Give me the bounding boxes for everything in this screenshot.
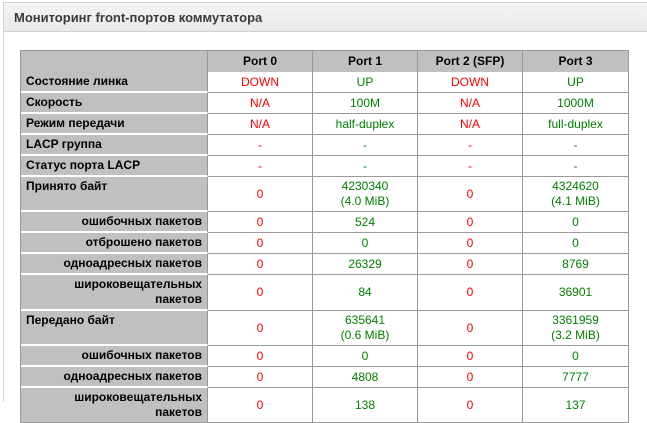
table-cell: 0 — [523, 212, 628, 233]
table-row: Статус порта LACP---- — [21, 156, 628, 177]
panel-header: Мониторинг front-портов коммутатора — [4, 3, 647, 32]
table-cell: 138 — [313, 388, 418, 422]
table-cell: N/A — [418, 114, 523, 135]
table-cell: - — [523, 156, 628, 177]
column-header-port-2: Port 2 (SFP) — [418, 51, 523, 72]
table-cell: 0 — [418, 346, 523, 367]
table-cell: DOWN — [418, 72, 523, 93]
table-cell: 0 — [418, 212, 523, 233]
table-cell: 0 — [313, 233, 418, 254]
table-cell: 0 — [418, 367, 523, 388]
table-cell: 100M — [313, 93, 418, 114]
row-label: одноадресных пакетов — [21, 254, 208, 275]
table-cell: 0 — [418, 233, 523, 254]
table-cell: - — [313, 135, 418, 156]
column-header-port-1: Port 1 — [313, 51, 418, 72]
table-cell: 84 — [313, 275, 418, 311]
table-cell: 8769 — [523, 254, 628, 275]
row-label: Принято байт — [21, 177, 208, 212]
table-cell: 524 — [313, 212, 418, 233]
row-label: одноадресных пакетов — [21, 367, 208, 388]
table-cell: 0 — [208, 254, 313, 275]
table-cell: - — [208, 156, 313, 177]
table-cell: 0 — [523, 346, 628, 367]
table-cell: UP — [523, 72, 628, 93]
row-label: Состояние линка — [21, 72, 208, 93]
row-label: Статус порта LACP — [21, 156, 208, 177]
table-cell: 635641 (0.6 MiB) — [313, 311, 418, 346]
table-cell: 4808 — [313, 367, 418, 388]
table-cell: 7777 — [523, 367, 628, 388]
row-label: Передано байт — [21, 311, 208, 346]
table-cell: half-duplex — [313, 114, 418, 135]
table-cell: 26329 — [313, 254, 418, 275]
row-label: ошибочных пакетов — [21, 346, 208, 367]
row-label: отброшено пакетов — [21, 233, 208, 254]
table-cell: 0 — [418, 254, 523, 275]
table-cell: DOWN — [208, 72, 313, 93]
table-cell: 0 — [208, 311, 313, 346]
table-cell: N/A — [208, 93, 313, 114]
table-cell: 0 — [418, 311, 523, 346]
table-cell: N/A — [418, 93, 523, 114]
table-cell: - — [418, 135, 523, 156]
table-cell: - — [523, 135, 628, 156]
table-cell: - — [208, 135, 313, 156]
row-label: широковещательных пакетов — [21, 388, 208, 422]
row-label: ошибочных пакетов — [21, 212, 208, 233]
table-cell: 0 — [418, 275, 523, 311]
table-cell: 0 — [208, 177, 313, 212]
monitoring-panel: Мониторинг front-портов коммутатора Port… — [3, 2, 647, 402]
table-cell: 0 — [208, 233, 313, 254]
table-cell: 3361959 (3.2 MiB) — [523, 311, 628, 346]
table-cell: 0 — [208, 346, 313, 367]
table-cell: 36901 — [523, 275, 628, 311]
table-cell: - — [313, 156, 418, 177]
row-label: LACP группа — [21, 135, 208, 156]
page-title: Мониторинг front-портов коммутатора — [14, 10, 262, 25]
table-row: LACP группа---- — [21, 135, 628, 156]
table-cell: 4324620 (4.1 MiB) — [523, 177, 628, 212]
table-cell: 0 — [313, 346, 418, 367]
table-cell: full-duplex — [523, 114, 628, 135]
table-cell: N/A — [208, 114, 313, 135]
table-cell: 0 — [418, 177, 523, 212]
table-cell: 0 — [523, 233, 628, 254]
table-cell: 0 — [208, 388, 313, 422]
table-cell: 0 — [208, 367, 313, 388]
table-cell: 0 — [418, 388, 523, 422]
table-cell: 137 — [523, 388, 628, 422]
row-label: широковещательных пакетов — [21, 275, 208, 311]
table-cell: 0 — [208, 275, 313, 311]
table-cell: - — [418, 156, 523, 177]
table-cell: UP — [313, 72, 418, 93]
column-header-port-3: Port 3 — [523, 51, 628, 72]
table-cell: 1000M — [523, 93, 628, 114]
row-label: Скорость — [21, 93, 208, 114]
corner-cell — [21, 51, 208, 72]
row-label: Режим передачи — [21, 114, 208, 135]
column-header-port-0: Port 0 — [208, 51, 313, 72]
table-cell: 4230340 (4.0 MiB) — [313, 177, 418, 212]
table-cell: 0 — [208, 212, 313, 233]
